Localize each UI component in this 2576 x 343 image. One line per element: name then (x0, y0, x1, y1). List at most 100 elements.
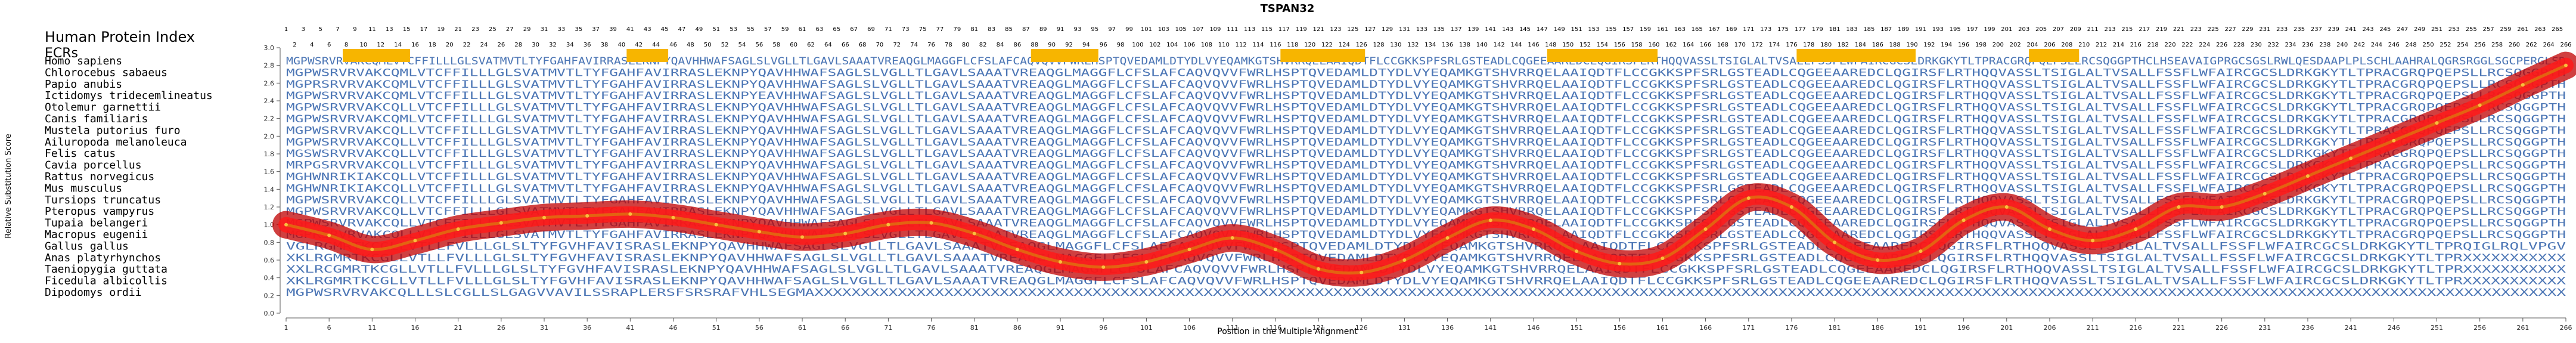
human-index-label: 78 (945, 42, 952, 48)
human-index-label: 262 (2526, 42, 2537, 48)
score-point (1187, 248, 1191, 252)
human-index-label: 128 (1373, 42, 1385, 48)
score-point (585, 214, 589, 218)
x-tick-label: 241 (2345, 324, 2357, 332)
y-tick-label: 0.4 (264, 274, 275, 282)
human-index-label: 119 (1296, 26, 1307, 33)
x-tick-label: 26 (497, 324, 505, 332)
score-point (1488, 218, 1492, 223)
human-index-label: 124 (1339, 42, 1350, 48)
score-point (370, 248, 374, 252)
y-tick-label: 1.4 (264, 186, 275, 193)
human-index-label: 148 (1545, 42, 1556, 48)
human-index-label: 212 (2096, 42, 2107, 48)
human-index-label: 107 (1192, 26, 1203, 33)
score-point (1833, 240, 1837, 245)
human-index-label: 248 (2406, 42, 2417, 48)
human-index-label: 258 (2491, 42, 2503, 48)
human-index-label: 224 (2199, 42, 2210, 48)
human-index-label: 134 (1424, 42, 1436, 48)
ecr-regions (343, 49, 2080, 62)
x-tick-label: 131 (1398, 324, 1411, 332)
human-index-label: 259 (2500, 26, 2511, 33)
x-tick-label: 176 (1785, 324, 1798, 332)
human-index-label: 118 (1287, 42, 1298, 48)
human-index-label: 256 (2474, 42, 2485, 48)
human-index-label: 253 (2448, 26, 2460, 33)
human-index-label: 73 (902, 26, 910, 33)
score-point (2004, 205, 2009, 209)
y-tick-label: 2.6 (264, 79, 275, 87)
y-tick-label: 1.6 (264, 168, 275, 176)
human-index-label: 265 (2552, 26, 2563, 33)
human-index-label: 232 (2268, 42, 2279, 48)
species-label: Papio anubis (45, 78, 122, 91)
score-point (2435, 121, 2439, 125)
human-index-label: 11 (368, 26, 376, 33)
sequence-row: MGHWNRIKIAKCQLLVTCFFILLLGLSVATMVTLTYFGAH… (286, 183, 2566, 194)
human-index-label: 49 (695, 26, 703, 33)
human-index-label: 195 (1950, 26, 1961, 33)
species-label: Chlorocebus sabaeus (45, 66, 167, 79)
human-index-label: 101 (1141, 26, 1152, 33)
human-index-label: 252 (2440, 42, 2451, 48)
human-index-label: 32 (549, 42, 557, 48)
human-index-label: 182 (1838, 42, 1849, 48)
human-index-label: 201 (2001, 26, 2012, 33)
human-index-label: 169 (1725, 26, 1737, 33)
x-tick-label: 96 (1099, 324, 1107, 332)
x-tick-label: 21 (454, 324, 463, 332)
human-index-label: 152 (1579, 42, 1591, 48)
human-index-label: 6 (327, 42, 331, 48)
human-index-label: 167 (1708, 26, 1720, 33)
human-index-label: 34 (566, 42, 574, 48)
human-index-label: 61 (799, 26, 806, 33)
human-index-label: 82 (979, 42, 987, 48)
human-index-label: 48 (687, 42, 694, 48)
sequence-row: MGPWSRVRVAKCQLLLSLCGLLSLGAGVVAVILSSRAPLE… (286, 287, 2566, 299)
human-index-label: 47 (678, 26, 686, 33)
sequence-row: XKLRGMRTKCGLLVTLLFVLLLGLSLTYFGVHFAVISRAS… (286, 276, 2566, 288)
human-index-label: 246 (2388, 42, 2400, 48)
score-point (1445, 236, 1450, 240)
x-tick-label: 126 (1355, 324, 1368, 332)
x-tick-label: 61 (798, 324, 806, 332)
human-index-label: 42 (635, 42, 643, 48)
human-index-label: 159 (1640, 26, 1651, 33)
species-label: Canis familiaris (45, 113, 148, 125)
sequence-row: MGPWSRVRVAKCQMLVTCFFILLLGLSVATMVTLTYFGAH… (286, 67, 2566, 79)
human-index-label: 113 (1244, 26, 1255, 33)
human-index-label: 58 (772, 42, 780, 48)
sequence-row: MGPWSRVRVAKCQMLVTCFFILLLGLSVATMVTLTYFGAH… (286, 113, 2566, 125)
human-index-label: 207 (2053, 26, 2064, 33)
human-index-label: 174 (1769, 42, 1780, 48)
human-index-label: 239 (2328, 26, 2339, 33)
score-series (272, 51, 2576, 287)
y-tick-label: 0.0 (264, 310, 275, 317)
score-point (1230, 236, 1234, 240)
ecr-bar (2029, 49, 2080, 62)
human-index-label: 255 (2466, 26, 2477, 33)
human-index-label: 1 (284, 26, 288, 33)
human-index-label: 25 (489, 26, 496, 33)
x-tick-label: 86 (1013, 324, 1022, 332)
human-index-label: 115 (1261, 26, 1273, 33)
human-index-label: 184 (1855, 42, 1866, 48)
human-index-label: 263 (2534, 26, 2546, 33)
y-tick-label: 1.2 (264, 203, 275, 211)
human-index-label: 223 (2190, 26, 2202, 33)
x-tick-label: 221 (2172, 324, 2185, 332)
human-index-label: 237 (2311, 26, 2322, 33)
human-index-label: 94 (1082, 42, 1090, 48)
x-tick-label: 191 (1914, 324, 1927, 332)
score-point (757, 230, 761, 234)
x-tick-label: 226 (2215, 324, 2228, 332)
human-index-label: 16 (411, 42, 419, 48)
human-index-label: 144 (1511, 42, 1522, 48)
species-label: Tupaia belangeri (45, 217, 148, 230)
score-point (2091, 239, 2095, 243)
sequence-row: MGPWSRVRVAKCQLLVTCFFILLLGLSVATMVTLTYFGAH… (286, 137, 2566, 149)
human-index-label: 208 (2061, 42, 2072, 48)
